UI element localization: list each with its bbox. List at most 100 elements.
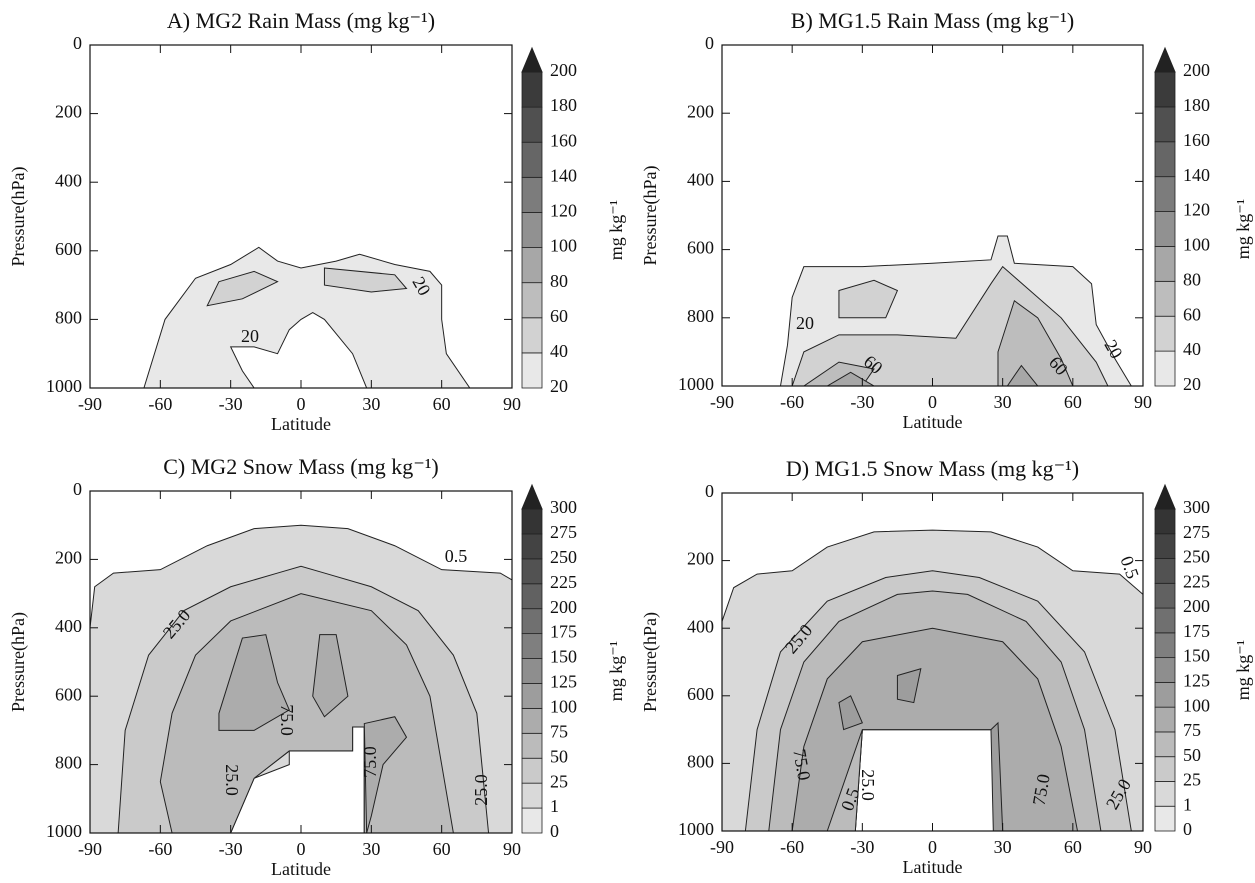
colorbar-label: 25 [550, 771, 568, 791]
colorbar-segment [1154, 558, 1176, 584]
y-axis-label: Pressure(hPa) [640, 166, 661, 266]
colorbar-segment [521, 212, 543, 248]
colorbar-segment [1154, 781, 1176, 807]
colorbar-segment [521, 707, 543, 734]
colorbar-label: 200 [550, 60, 577, 80]
x-tick-label: -60 [780, 837, 804, 857]
colorbar-label: 140 [1183, 165, 1210, 185]
colorbar-label: 250 [1183, 547, 1210, 567]
colorbar-label: 180 [1183, 95, 1210, 115]
colorbar-segment [1154, 657, 1176, 683]
contour-region [312, 634, 349, 718]
x-axis-label: Latitude [271, 859, 331, 879]
x-tick-label: -90 [710, 392, 734, 412]
colorbar-label: 75 [550, 721, 568, 741]
contour-region [218, 634, 290, 731]
colorbar-segment [1154, 632, 1176, 659]
colorbar-label: 60 [550, 306, 568, 326]
x-tick-label: -90 [78, 394, 102, 414]
colorbar-label: 180 [550, 95, 577, 115]
colorbar-label: 60 [1183, 304, 1201, 324]
contour-region [323, 267, 408, 293]
y-tick-label: 200 [687, 549, 714, 569]
y-axis-label: Pressure(hPa) [640, 612, 661, 712]
x-tick-label: 60 [1064, 392, 1082, 412]
colorbar-label: 80 [550, 271, 568, 291]
colorbar-unit: mg kg⁻¹ [1233, 199, 1253, 259]
contour-label: 25.0 [858, 769, 878, 801]
colorbar-segment [521, 608, 543, 635]
x-axis-label: Latitude [903, 412, 963, 432]
x-tick-label: 90 [1134, 837, 1152, 857]
x-tick-label: 60 [433, 394, 451, 414]
colorbar-unit: mg kg⁻¹ [1233, 640, 1253, 700]
colorbar-label: 225 [1183, 571, 1210, 591]
contour-region [363, 716, 408, 833]
x-tick-label: 30 [362, 394, 380, 414]
colorbar-label: 125 [1183, 671, 1210, 691]
colorbar-label: 80 [1183, 269, 1201, 289]
y-tick-label: 0 [73, 479, 82, 499]
colorbar-label: 40 [1183, 339, 1201, 359]
y-tick-label: 1000 [678, 374, 714, 394]
colorbar-label: 275 [1183, 522, 1210, 542]
colorbar-label: 300 [550, 497, 577, 517]
colorbar-segment [521, 508, 543, 535]
colorbar-segment [1154, 246, 1176, 282]
x-axis-label: Latitude [903, 857, 963, 877]
colorbar-label: 20 [550, 376, 568, 396]
colorbar-label: 1 [1183, 794, 1192, 814]
chart-title: C) MG2 Snow Mass (mg kg⁻¹) [163, 454, 439, 479]
x-tick-label: -30 [850, 837, 874, 857]
x-tick-label: 90 [503, 394, 521, 414]
colorbar-segment [521, 782, 543, 809]
colorbar-label: 0 [550, 821, 559, 841]
colorbar-segment [521, 683, 543, 709]
colorbar-segment [521, 282, 543, 319]
colorbar-segment [1154, 350, 1176, 387]
colorbar-label: 120 [550, 201, 577, 221]
x-tick-label: -30 [219, 839, 243, 859]
colorbar-segment [521, 352, 543, 389]
colorbar-label: 300 [1183, 497, 1210, 517]
plot-area [143, 246, 471, 388]
colorbar-segment [1154, 280, 1176, 317]
y-tick-label: 0 [705, 481, 714, 501]
y-tick-label: 600 [55, 684, 82, 704]
x-tick-label: 0 [928, 392, 937, 412]
colorbar-label: 175 [1183, 621, 1210, 641]
colorbar-label: 25 [1183, 770, 1201, 790]
contour-region [896, 668, 922, 704]
colorbar-label: 120 [1183, 200, 1210, 220]
x-tick-label: -90 [78, 839, 102, 859]
colorbar-segment [1154, 706, 1176, 733]
y-tick-label: 400 [55, 170, 82, 190]
y-tick-label: 400 [687, 170, 714, 190]
colorbar-segment [1154, 756, 1176, 782]
y-tick-label: 600 [687, 684, 714, 704]
colorbar-extension [521, 46, 543, 73]
contour-region [990, 721, 1004, 831]
contour-label: 75.0 [360, 746, 380, 778]
colorbar-segment [521, 533, 543, 560]
x-tick-label: 0 [297, 839, 306, 859]
colorbar-label: 100 [1183, 695, 1210, 715]
colorbar-label: 125 [550, 672, 577, 692]
colorbar-label: 250 [550, 547, 577, 567]
colorbar-label: 200 [550, 597, 577, 617]
colorbar-segment [521, 658, 543, 684]
y-tick-label: 1000 [46, 821, 82, 841]
colorbar-segment [1154, 176, 1176, 212]
x-tick-label: -60 [780, 392, 804, 412]
colorbar-segment [1154, 805, 1176, 832]
colorbar-segment [1154, 533, 1176, 559]
y-tick-label: 800 [687, 306, 714, 326]
colorbar-extension [1154, 483, 1176, 510]
x-tick-label: 30 [362, 839, 380, 859]
contour-label: 20 [241, 326, 259, 346]
plot-area [722, 529, 1143, 831]
colorbar-segment [1154, 106, 1176, 143]
x-tick-label: 30 [994, 837, 1012, 857]
colorbar-unit: mg kg⁻¹ [606, 200, 626, 260]
colorbar-label: 175 [550, 622, 577, 642]
